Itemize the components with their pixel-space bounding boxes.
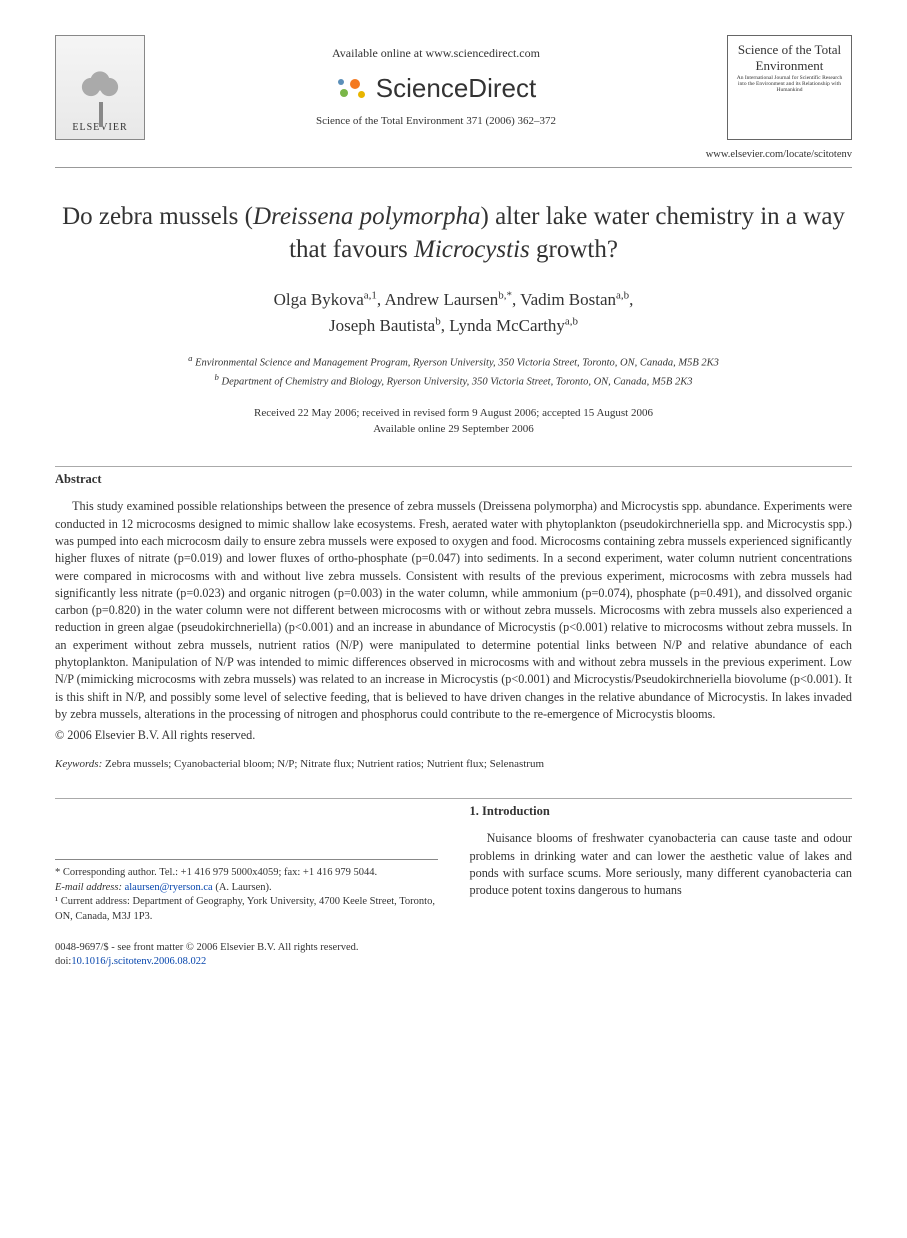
author: Vadim Bostan xyxy=(520,290,616,309)
doi-link[interactable]: 10.1016/j.scitotenv.2006.08.022 xyxy=(71,956,206,967)
page-header: ELSEVIER Available online at www.science… xyxy=(55,35,852,140)
keywords-list: Zebra mussels; Cyanobacterial bloom; N/P… xyxy=(105,758,544,770)
affiliation-a: Environmental Science and Management Pro… xyxy=(195,358,719,369)
footer-block: 0048-9697/$ - see front matter © 2006 El… xyxy=(55,941,438,969)
abstract-text: This study examined possible relationshi… xyxy=(55,498,852,723)
corresponding-author: * Corresponding author. Tel.: +1 416 979… xyxy=(55,866,438,881)
article-title: Do zebra mussels (Dreissena polymorpha) … xyxy=(55,200,852,268)
email-link[interactable]: alaursen@ryerson.ca xyxy=(125,882,213,893)
header-divider xyxy=(55,167,852,168)
sciencedirect-dots-icon xyxy=(336,75,370,101)
two-column-body: * Corresponding author. Tel.: +1 416 979… xyxy=(55,803,852,969)
sciencedirect-wordmark: ScienceDirect xyxy=(376,70,536,106)
abstract-heading: Abstract xyxy=(55,471,852,489)
footnotes-block: * Corresponding author. Tel.: +1 416 979… xyxy=(55,859,438,925)
journal-name: Science of the Total Environment xyxy=(732,42,847,73)
online-line: Available online 29 September 2006 xyxy=(373,423,533,435)
left-column: * Corresponding author. Tel.: +1 416 979… xyxy=(55,803,438,969)
received-line: Received 22 May 2006; received in revise… xyxy=(254,407,653,419)
citation-line: Science of the Total Environment 371 (20… xyxy=(145,114,727,129)
elsevier-logo: ELSEVIER xyxy=(55,35,145,140)
available-online-line: Available online at www.sciencedirect.co… xyxy=(145,45,727,62)
author: Andrew Laursen xyxy=(384,290,498,309)
right-column: 1. Introduction Nuisance blooms of fresh… xyxy=(470,803,853,969)
author: Olga Bykova xyxy=(274,290,364,309)
journal-cover-box: Science of the Total Environment An Inte… xyxy=(727,35,852,140)
intro-paragraph: Nuisance blooms of freshwater cyanobacte… xyxy=(470,830,853,899)
article-dates: Received 22 May 2006; received in revise… xyxy=(55,405,852,438)
doi-line: doi:10.1016/j.scitotenv.2006.08.022 xyxy=(55,955,438,969)
author: Lynda McCarthy xyxy=(449,316,565,335)
keywords-label: Keywords: xyxy=(55,758,102,770)
affiliation-b: Department of Chemistry and Biology, Rye… xyxy=(222,377,693,388)
authors-block: Olga Bykovaa,1, Andrew Laursenb,*, Vadim… xyxy=(55,287,852,338)
post-keywords-divider xyxy=(55,798,852,799)
current-address-note: ¹ Current address: Department of Geograp… xyxy=(55,895,438,924)
sciencedirect-logo: ScienceDirect xyxy=(336,70,536,106)
affiliations: a Environmental Science and Management P… xyxy=(55,352,852,391)
author: Joseph Bautista xyxy=(329,316,435,335)
email-line: E-mail address: alaursen@ryerson.ca (A. … xyxy=(55,881,438,896)
pre-abstract-divider xyxy=(55,466,852,467)
journal-subtitle: An International Journal for Scientific … xyxy=(732,75,847,93)
locate-url: www.elsevier.com/locate/scitotenv xyxy=(55,148,852,163)
center-header: Available online at www.sciencedirect.co… xyxy=(145,45,727,130)
keywords-block: Keywords: Zebra mussels; Cyanobacterial … xyxy=(55,757,852,772)
front-matter-line: 0048-9697/$ - see front matter © 2006 El… xyxy=(55,941,438,955)
copyright-line: © 2006 Elsevier B.V. All rights reserved… xyxy=(55,727,852,744)
intro-heading: 1. Introduction xyxy=(470,803,853,821)
elsevier-tree-icon xyxy=(70,57,130,117)
